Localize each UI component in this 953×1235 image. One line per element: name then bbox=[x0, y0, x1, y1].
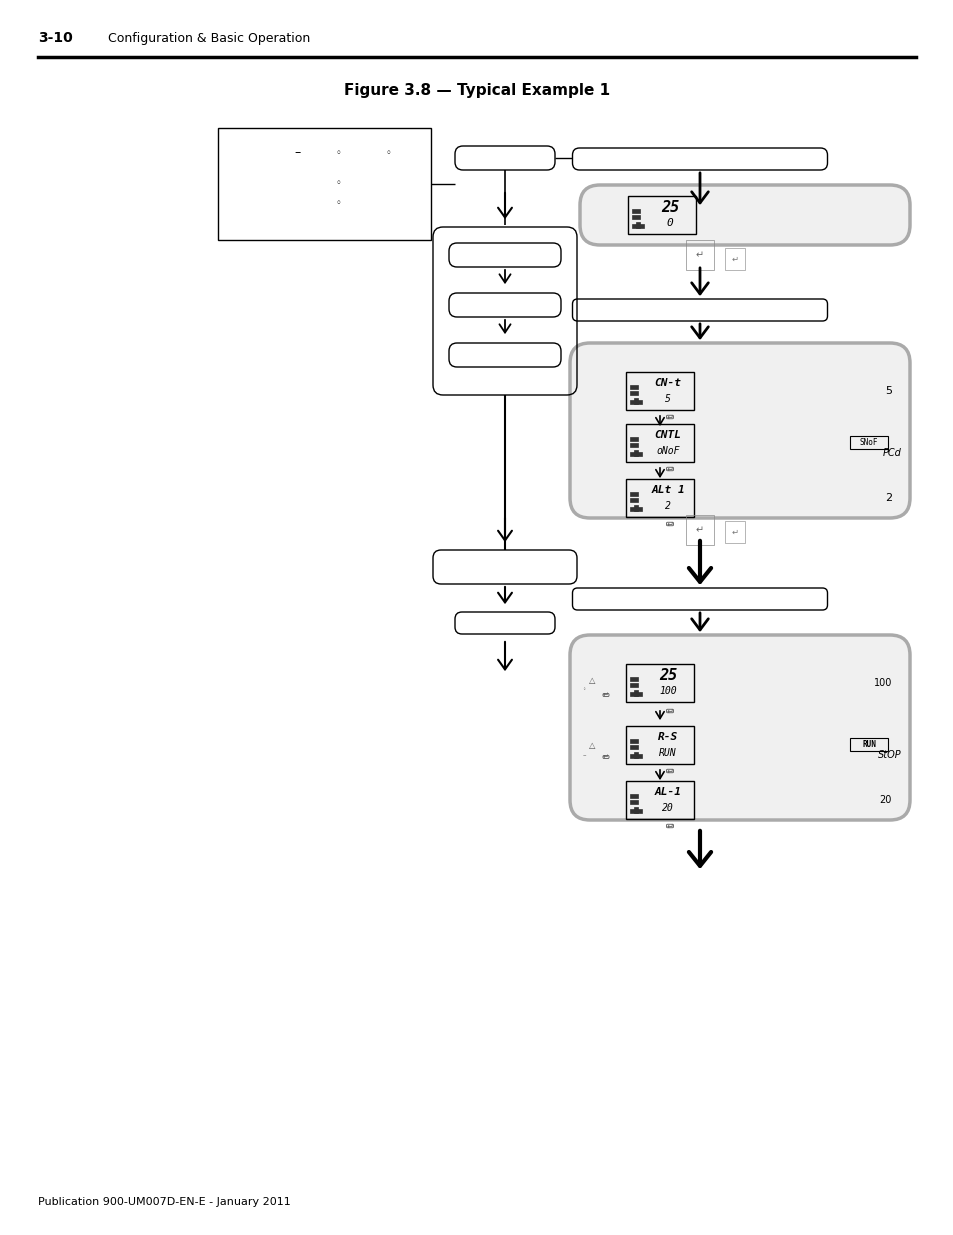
Bar bbox=[634, 398, 638, 404]
Text: –: – bbox=[581, 752, 585, 758]
Text: ◦: ◦ bbox=[335, 198, 340, 207]
Text: ◦: ◦ bbox=[335, 148, 340, 158]
Text: oNoF: oNoF bbox=[656, 446, 679, 456]
Text: △: △ bbox=[588, 676, 595, 684]
Text: 3-10: 3-10 bbox=[38, 31, 72, 44]
Bar bbox=[629, 452, 641, 456]
Bar bbox=[631, 224, 643, 228]
Text: SNoF: SNoF bbox=[859, 438, 878, 447]
Text: 5: 5 bbox=[884, 387, 891, 396]
Text: PCd: PCd bbox=[882, 448, 901, 458]
Bar bbox=[636, 222, 639, 228]
Bar bbox=[625, 479, 693, 517]
Text: StOP: StOP bbox=[878, 750, 901, 760]
Text: ↵: ↵ bbox=[666, 412, 673, 421]
Bar bbox=[849, 436, 887, 450]
FancyBboxPatch shape bbox=[569, 635, 909, 820]
Text: 100: 100 bbox=[873, 678, 891, 688]
Text: R-S: R-S bbox=[658, 732, 678, 742]
Bar bbox=[629, 800, 638, 804]
Text: ↵: ↵ bbox=[731, 254, 738, 263]
Bar bbox=[629, 683, 638, 687]
Bar bbox=[629, 692, 641, 697]
Bar bbox=[629, 677, 638, 680]
Bar bbox=[634, 450, 638, 456]
Text: 0: 0 bbox=[666, 219, 673, 228]
Bar bbox=[629, 794, 638, 798]
Text: 25: 25 bbox=[660, 200, 679, 215]
Bar bbox=[629, 437, 638, 441]
Bar bbox=[629, 809, 641, 813]
Text: ↵: ↵ bbox=[666, 767, 673, 776]
Bar bbox=[627, 196, 696, 233]
Bar bbox=[629, 739, 638, 743]
Text: ↵: ↵ bbox=[602, 692, 608, 698]
Text: ↵: ↵ bbox=[666, 706, 673, 715]
Text: Figure 3.8 — Typical Example 1: Figure 3.8 — Typical Example 1 bbox=[344, 83, 609, 98]
Bar bbox=[629, 385, 638, 389]
Text: Configuration & Basic Operation: Configuration & Basic Operation bbox=[108, 32, 310, 44]
Text: 5: 5 bbox=[664, 394, 670, 404]
Text: RUN: RUN bbox=[659, 748, 676, 758]
Text: 20: 20 bbox=[879, 795, 891, 805]
Text: 2: 2 bbox=[884, 493, 891, 503]
Bar bbox=[631, 209, 639, 214]
Text: ↵: ↵ bbox=[602, 755, 608, 760]
Bar bbox=[629, 508, 641, 511]
Bar bbox=[634, 806, 638, 813]
FancyBboxPatch shape bbox=[579, 185, 909, 245]
Bar bbox=[625, 372, 693, 410]
Text: AL-1: AL-1 bbox=[654, 787, 680, 797]
Text: ↵: ↵ bbox=[695, 525, 703, 535]
Text: ◦: ◦ bbox=[581, 688, 585, 693]
Text: ALt 1: ALt 1 bbox=[651, 485, 684, 495]
Bar bbox=[625, 781, 693, 819]
Bar bbox=[629, 443, 638, 447]
FancyBboxPatch shape bbox=[569, 343, 909, 517]
Bar bbox=[634, 752, 638, 758]
Text: ◦: ◦ bbox=[385, 148, 391, 158]
Bar bbox=[631, 215, 639, 219]
Bar bbox=[634, 505, 638, 511]
Text: RUN: RUN bbox=[862, 740, 875, 748]
Bar bbox=[625, 664, 693, 701]
Bar bbox=[625, 424, 693, 462]
Bar bbox=[218, 128, 431, 240]
Text: –: – bbox=[294, 147, 301, 159]
Text: ↵: ↵ bbox=[666, 821, 673, 830]
Bar bbox=[625, 726, 693, 764]
Bar bbox=[629, 492, 638, 496]
Text: ↵: ↵ bbox=[731, 527, 738, 536]
Text: CN-t: CN-t bbox=[654, 378, 680, 388]
Bar bbox=[629, 498, 638, 503]
Bar bbox=[629, 745, 638, 750]
Bar bbox=[634, 690, 638, 697]
Text: 25: 25 bbox=[659, 667, 677, 683]
Bar bbox=[629, 391, 638, 395]
Bar bbox=[849, 739, 887, 751]
Text: 2: 2 bbox=[664, 501, 670, 511]
Bar bbox=[629, 400, 641, 404]
Text: 100: 100 bbox=[659, 685, 676, 697]
Text: ↵: ↵ bbox=[666, 520, 673, 529]
Text: △: △ bbox=[588, 741, 595, 750]
Bar bbox=[629, 755, 641, 758]
Text: CNTL: CNTL bbox=[654, 430, 680, 440]
Text: ↵: ↵ bbox=[666, 464, 673, 473]
Text: ↵: ↵ bbox=[695, 249, 703, 261]
Text: 20: 20 bbox=[661, 803, 673, 813]
Text: Publication 900-UM007D-EN-E - January 2011: Publication 900-UM007D-EN-E - January 20… bbox=[38, 1197, 291, 1207]
Text: ◦: ◦ bbox=[335, 178, 340, 188]
